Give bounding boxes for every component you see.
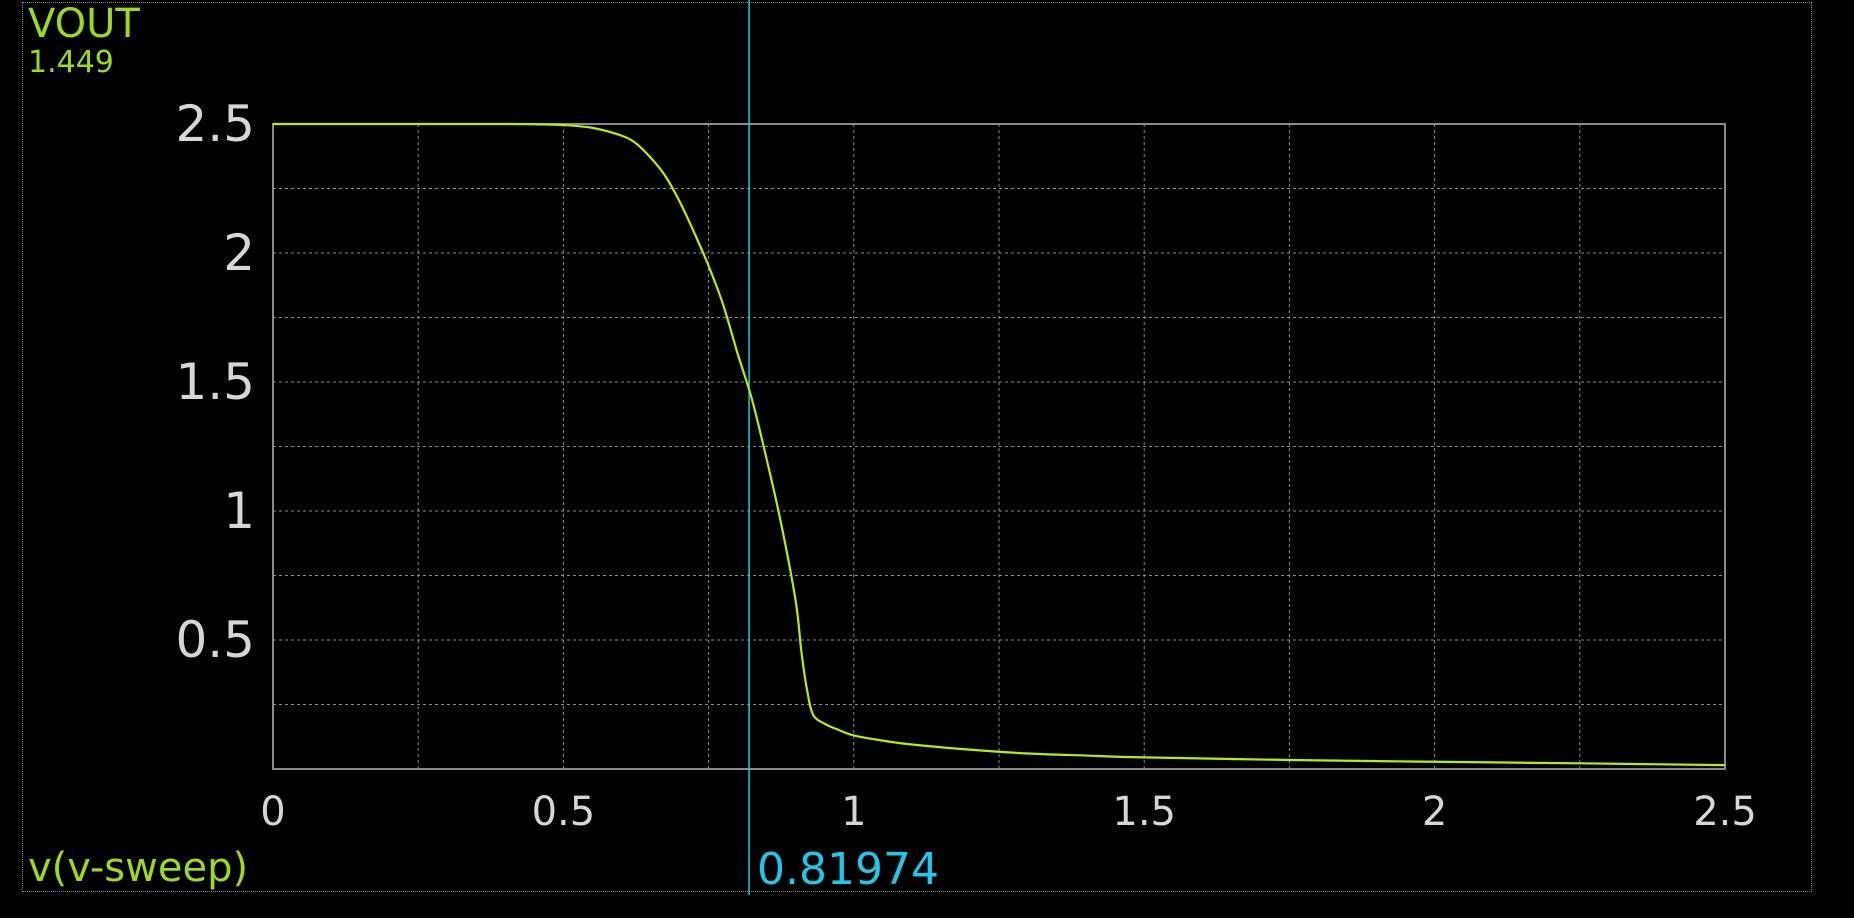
x-tick-label: 2.5 [1693,789,1757,835]
plot-border [272,123,1726,770]
vout-trace [273,122,1726,767]
x-tick-label: 1 [841,789,866,835]
y-tick-label: 0.5 [175,611,255,669]
plot-frame [22,2,1812,892]
x-tick-label: 2 [1422,789,1447,835]
y-tick-label: 1 [223,482,255,540]
x-axis-ticks: 0 0.5 1 1.5 2 2.5 [260,789,1757,835]
cursor-x-readout: 0.81974 [757,844,939,895]
x-tick-label: 0 [260,789,285,835]
y-tick-label: 2 [223,224,255,282]
y-tick-label: 1.5 [175,353,255,411]
x-tick-label: 0.5 [532,789,596,835]
signal-name[interactable]: VOUT [28,1,140,47]
y-tick-label: 2.5 [175,95,255,153]
x-tick-label: 1.5 [1112,789,1176,835]
x-axis-label: v(v-sweep) [28,845,249,891]
y-axis-ticks: 0.5 1 1.5 2 2.5 [175,95,255,669]
grid [273,124,1725,769]
signal-cursor-readout: 1.449 [28,45,114,80]
